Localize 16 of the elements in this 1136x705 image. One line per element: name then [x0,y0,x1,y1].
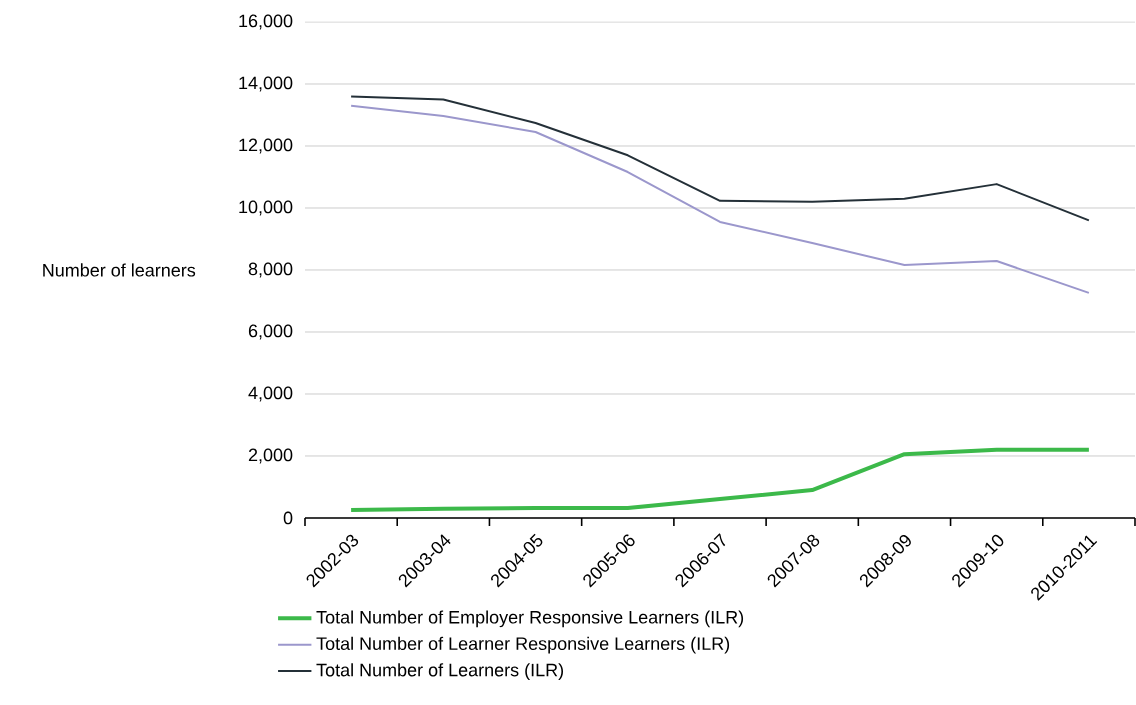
legend-label: Total Number of Employer Responsive Learners (ILR) [316,610,744,628]
line-series [349,447,1091,512]
y-tick-label: 12,000 [239,138,293,154]
y-tick-label: 4,000 [248,386,293,402]
y-tick-label: 10,000 [239,200,293,216]
y-tick-label: 16,000 [239,14,293,30]
y-tick-label: 6,000 [248,324,293,340]
line-series [350,95,1090,222]
y-tick-label: 0 [283,511,293,525]
line-series [350,104,1090,294]
legend-label: Total Number of Learners (ILR) [316,663,564,680]
y-tick-label: 8,000 [248,262,293,278]
y-tick-label: 2,000 [248,448,293,464]
y-axis-title: Number of learners [43,263,196,277]
y-tick-label: 14,000 [239,76,293,92]
legend-label: Total Number of Learner Responsive Learners (ILR) [316,636,730,654]
